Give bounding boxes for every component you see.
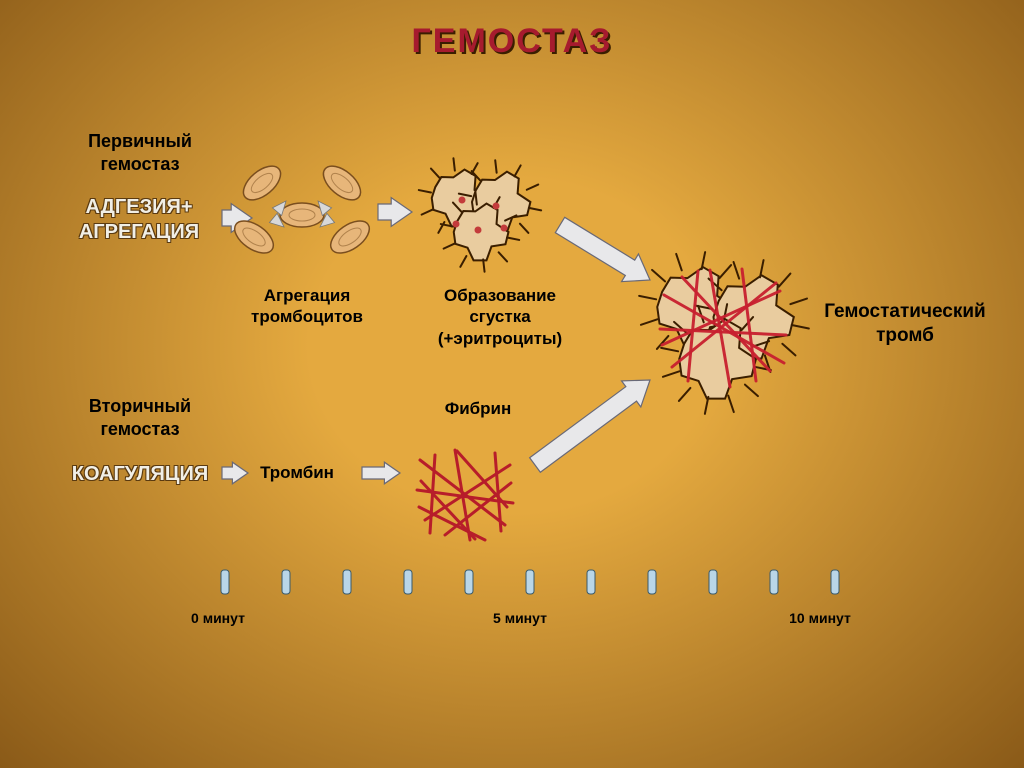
arrow-platelets-to-clot [378, 198, 412, 227]
fibrin-icon [417, 450, 513, 540]
arrow-thrombin-to-fibrin [362, 462, 400, 484]
timeline-label-2: 10 минут [775, 610, 865, 628]
label-primary_head: Первичныйгемостаз [60, 130, 220, 175]
thrombus-icon [639, 252, 809, 414]
label-secondary_head: Вторичныйгемостаз [60, 395, 220, 440]
diagram-svg [0, 0, 1024, 768]
diagram-stage: ГЕМОСТАЗ ПервичныйгемостазАДГЕЗИЯ+АГРЕГА… [0, 0, 1024, 768]
arrow-clot-to-thrombus [552, 211, 659, 294]
label-thrombus_cap: Гемостатическийтромб [795, 300, 1015, 348]
platelet-aggregation-icon [229, 160, 375, 260]
label-coagulation: КОАГУЛЯЦИЯ [50, 462, 230, 487]
label-thrombin: Тромбин [242, 462, 352, 483]
timeline-label-1: 5 минут [475, 610, 565, 628]
timeline-label-0: 0 минут [173, 610, 263, 628]
arrow-fibrin-to-thrombus [525, 367, 659, 478]
label-aggregation_cap: Агрегациятромбоцитов [222, 285, 392, 328]
timeline [221, 570, 839, 594]
label-adhesion: АДГЕЗИЯ+АГРЕГАЦИЯ [54, 195, 224, 245]
clot-icon [419, 158, 541, 271]
label-fibrin: Фибрин [418, 398, 538, 419]
label-clot_cap: Образованиесгустка(+эритроциты) [400, 285, 600, 349]
